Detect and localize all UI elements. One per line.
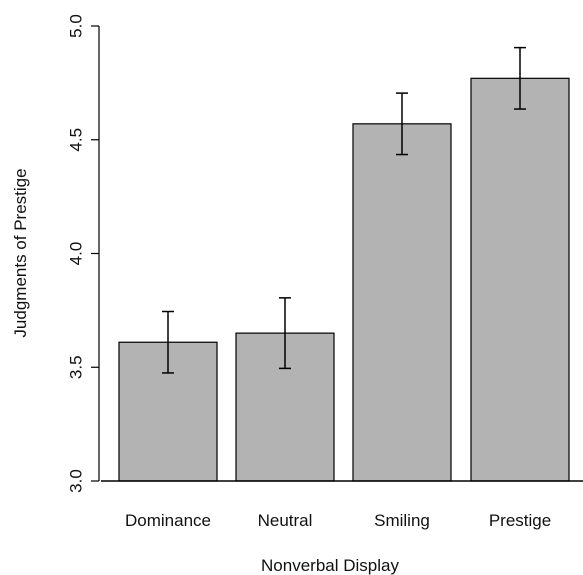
- x-tick-label: Prestige: [489, 511, 551, 530]
- y-axis-title: Judgments of Prestige: [11, 168, 30, 337]
- error-bar-dominance: [162, 310, 174, 374]
- y-tick-label: 4.5: [66, 128, 85, 152]
- x-axis-title: Nonverbal Display: [261, 556, 399, 575]
- bars-group: [118, 77, 570, 482]
- x-tick-label: Smiling: [374, 511, 430, 530]
- y-tick-label: 5.0: [66, 14, 85, 38]
- bar-prestige: [470, 77, 570, 482]
- y-tick-label: 3.0: [66, 469, 85, 493]
- x-tick-label: Neutral: [258, 511, 313, 530]
- y-tick-label: 4.0: [66, 242, 85, 266]
- y-tick-label: 3.5: [66, 355, 85, 379]
- error-bar-prestige: [514, 46, 526, 110]
- x-tick-label: Dominance: [125, 511, 211, 530]
- error-bars-group: [162, 46, 526, 374]
- error-bar-smiling: [396, 92, 408, 156]
- y-axis: 3.0 3.5 4.0 4.5 5.0: [66, 14, 100, 493]
- error-bar-neutral: [279, 297, 291, 370]
- x-category-labels: Dominance Neutral Smiling Prestige: [125, 511, 551, 530]
- bar-smiling: [352, 123, 452, 482]
